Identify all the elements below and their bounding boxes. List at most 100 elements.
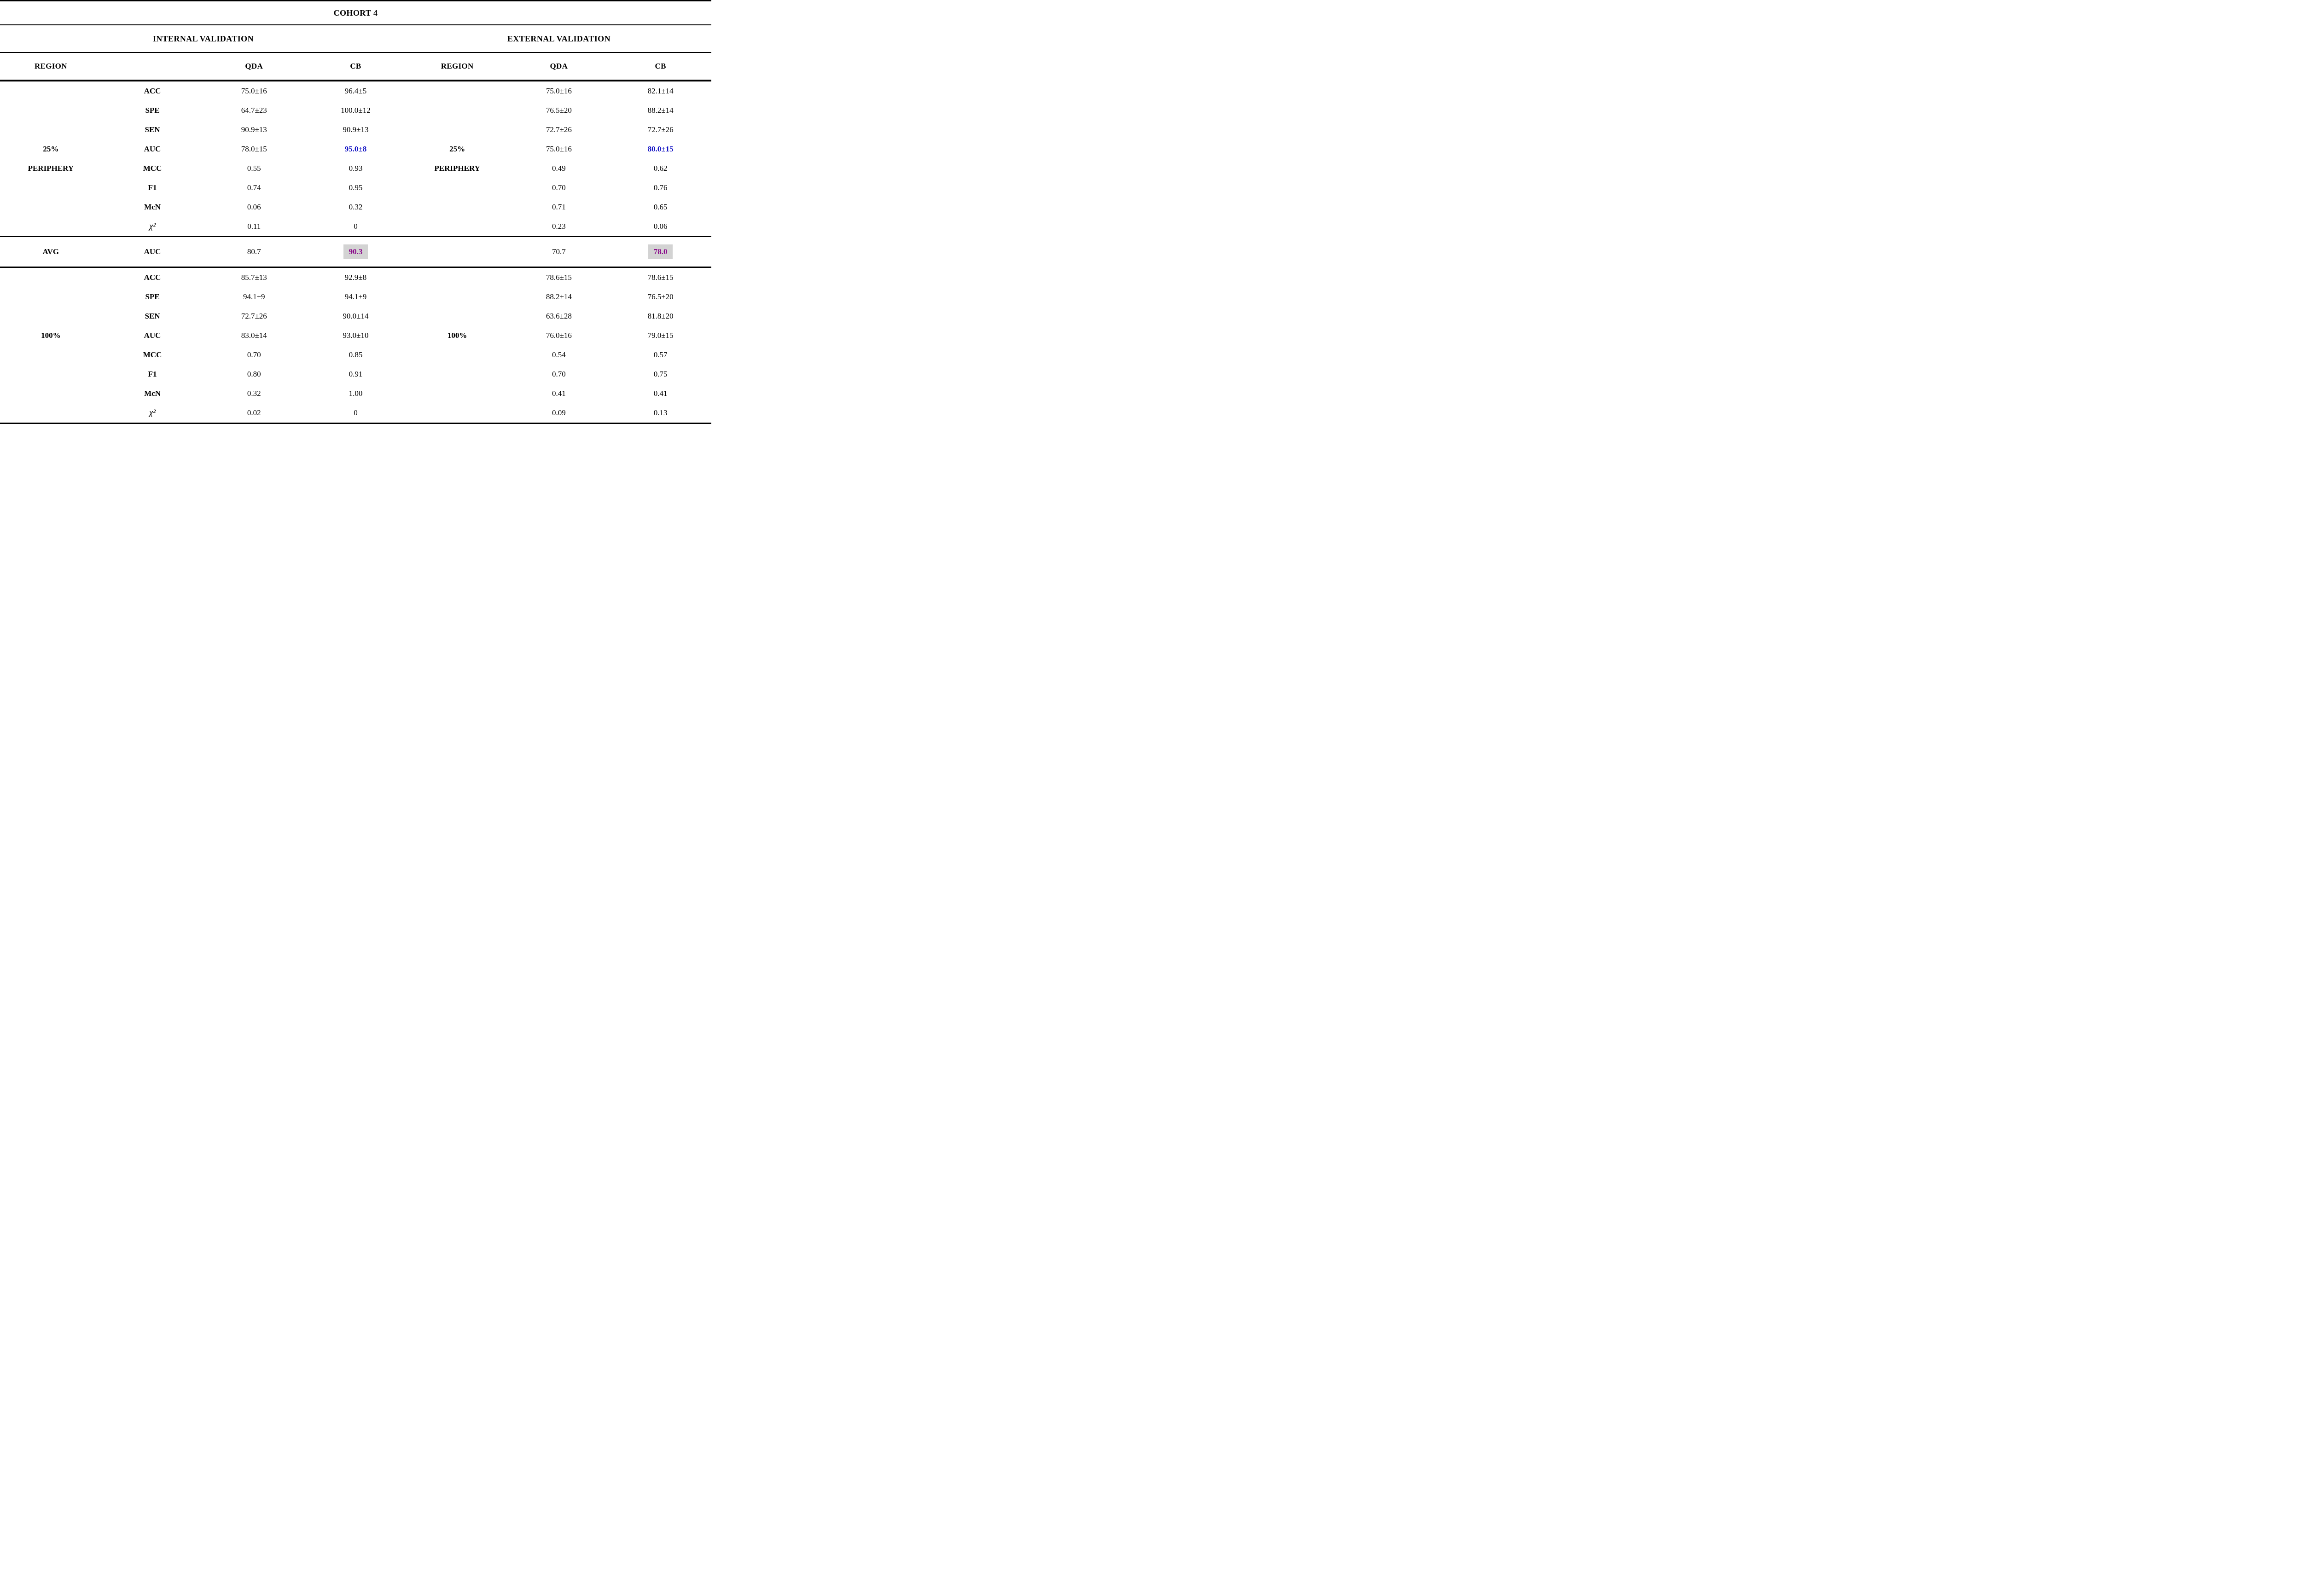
cell-metric-label: χ²: [149, 221, 156, 231]
cell-internal-qda-value: 78.0±15: [241, 145, 267, 153]
cell-region-internal: [0, 217, 102, 237]
cell-internal-cb-value: 0: [354, 408, 358, 417]
cell-region-internal: [0, 307, 102, 326]
cell-internal-cb-value: 95.0±8: [344, 145, 367, 153]
cell-region-external: [407, 365, 508, 384]
metric-row: McN 0.32 1.00 0.41 0.41: [0, 384, 711, 403]
metric-row: χ² 0.11 0 0.23 0.06: [0, 217, 711, 237]
cell-metric-label: McN: [144, 203, 161, 211]
cell-region-external: PERIPHERY: [434, 164, 480, 173]
cell-region-external: [407, 81, 508, 101]
page: COHORT 4 INTERNAL VALIDATION EXTERNAL VA…: [0, 0, 711, 424]
cell-metric-label: SEN: [145, 312, 160, 320]
cell-external-qda-value: 76.0±16: [546, 331, 572, 340]
cell-region-internal: [0, 365, 102, 384]
cell-internal-cb-value: 0: [354, 222, 358, 231]
cell-internal-cb-value: 0.91: [349, 370, 363, 378]
cell-internal-qda-value: 0.32: [247, 389, 261, 398]
metric-row: 25% AUC 78.0±15 95.0±8 25% 75.0±16 80.0±…: [0, 139, 711, 159]
cell-region-internal: [0, 120, 102, 139]
cell-region-internal: 100%: [41, 331, 61, 340]
column-header-row: REGION QDA CB REGION QDA CB: [0, 52, 711, 81]
cell-external-cb-value: 81.8±20: [647, 312, 674, 320]
cell-region-external: 100%: [447, 331, 467, 340]
cell-external-cb-value: 0.06: [653, 222, 668, 231]
cell-metric-label: MCC: [143, 164, 162, 173]
cell-external-cb-value: 0.57: [653, 350, 668, 359]
metric-row: SPE 64.7±23 100.0±12 76.5±20 88.2±14: [0, 101, 711, 120]
cell-external-cb-value: 0.62: [653, 164, 668, 173]
cell-region-external: [407, 178, 508, 197]
metric-row: F1 0.74 0.95 0.70 0.76: [0, 178, 711, 197]
cell-external-qda-value: 0.70: [552, 183, 566, 192]
avg-internal-cb-cell: 90.3: [305, 237, 407, 267]
cell-metric-label: F1: [148, 370, 157, 378]
avg-row: AVG AUC 80.7 90.3 70.7 78.0: [0, 237, 711, 267]
cell-external-qda-value: 0.49: [552, 164, 566, 173]
avg-internal-cb-highlighted-value: 90.3: [343, 244, 368, 259]
cell-internal-qda-value: 0.55: [247, 164, 261, 173]
avg-internal-qda-value: 80.7: [247, 247, 261, 256]
cell-region-internal: [0, 267, 102, 288]
cell-region-external: [407, 217, 508, 237]
cell-internal-cb-value: 100.0±12: [341, 106, 371, 115]
metric-row: PERIPHERY MCC 0.55 0.93 PERIPHERY 0.49 0…: [0, 159, 711, 178]
cell-region-internal: [0, 287, 102, 307]
section-25-periphery: ACC 75.0±16 96.4±5 75.0±16 82.1±14 SPE 6…: [0, 81, 711, 237]
cell-region-external: [407, 287, 508, 307]
cell-region-external: [407, 403, 508, 424]
cell-external-cb-value: 88.2±14: [647, 106, 674, 115]
cohort-title: COHORT 4: [333, 8, 378, 17]
cell-region-external: [407, 307, 508, 326]
metric-row: McN 0.06 0.32 0.71 0.65: [0, 197, 711, 217]
cell-external-qda-value: 0.41: [552, 389, 566, 398]
cell-region-external: [407, 267, 508, 288]
cell-metric-label: χ²: [149, 408, 156, 418]
cell-region-internal: [0, 178, 102, 197]
cell-region-internal: PERIPHERY: [28, 164, 74, 173]
cell-metric-label: ACC: [144, 87, 161, 95]
col-header-region-internal: REGION: [34, 62, 67, 70]
cell-region-external: [407, 101, 508, 120]
cell-internal-qda-value: 0.02: [247, 408, 261, 417]
cell-external-cb-value: 72.7±26: [647, 125, 674, 134]
avg-external-qda-value: 70.7: [552, 247, 566, 256]
cell-external-qda-value: 72.7±26: [546, 125, 572, 134]
cell-region-internal: [0, 197, 102, 217]
cell-external-cb-value: 0.76: [653, 183, 668, 192]
cell-external-qda-value: 75.0±16: [546, 87, 572, 95]
col-header-metric: [102, 52, 203, 81]
cell-internal-cb-value: 94.1±9: [344, 292, 367, 301]
col-header-qda-external: QDA: [550, 62, 568, 70]
cell-region-internal: [0, 81, 102, 101]
avg-external-cb-cell: 78.0: [610, 237, 711, 267]
cell-metric-label: AUC: [144, 145, 161, 153]
cell-internal-cb-value: 92.9±8: [344, 273, 367, 282]
validation-group-row: INTERNAL VALIDATION EXTERNAL VALIDATION: [0, 25, 711, 52]
cell-external-qda-value: 63.6±28: [546, 312, 572, 320]
cell-external-cb-value: 0.41: [653, 389, 668, 398]
col-header-qda-internal: QDA: [245, 62, 263, 70]
cell-internal-qda-value: 0.70: [247, 350, 261, 359]
external-validation-header: EXTERNAL VALIDATION: [507, 34, 610, 43]
cell-internal-qda-value: 83.0±14: [241, 331, 267, 340]
cell-external-cb-value: 76.5±20: [647, 292, 674, 301]
avg-metric-label: AUC: [144, 247, 161, 256]
metric-row: ACC 85.7±13 92.9±8 78.6±15 78.6±15: [0, 267, 711, 288]
cell-region-internal: [0, 384, 102, 403]
cell-internal-cb-value: 0.93: [349, 164, 363, 173]
cell-external-qda-value: 0.71: [552, 203, 566, 211]
metric-row: SEN 72.7±26 90.0±14 63.6±28 81.8±20: [0, 307, 711, 326]
cell-metric-label: F1: [148, 183, 157, 192]
section-100-percent: ACC 85.7±13 92.9±8 78.6±15 78.6±15 SPE 9…: [0, 267, 711, 424]
cell-region-external: [407, 197, 508, 217]
metric-row: 100% AUC 83.0±14 93.0±10 100% 76.0±16 79…: [0, 326, 711, 345]
col-header-cb-internal: CB: [350, 62, 361, 70]
cell-external-cb-value: 0.13: [653, 408, 668, 417]
cell-internal-qda-value: 75.0±16: [241, 87, 267, 95]
cell-external-qda-value: 76.5±20: [546, 106, 572, 115]
cell-external-cb-value: 0.75: [653, 370, 668, 378]
cell-internal-qda-value: 0.74: [247, 183, 261, 192]
cell-external-cb-value: 78.6±15: [647, 273, 674, 282]
cell-internal-cb-value: 0.85: [349, 350, 363, 359]
